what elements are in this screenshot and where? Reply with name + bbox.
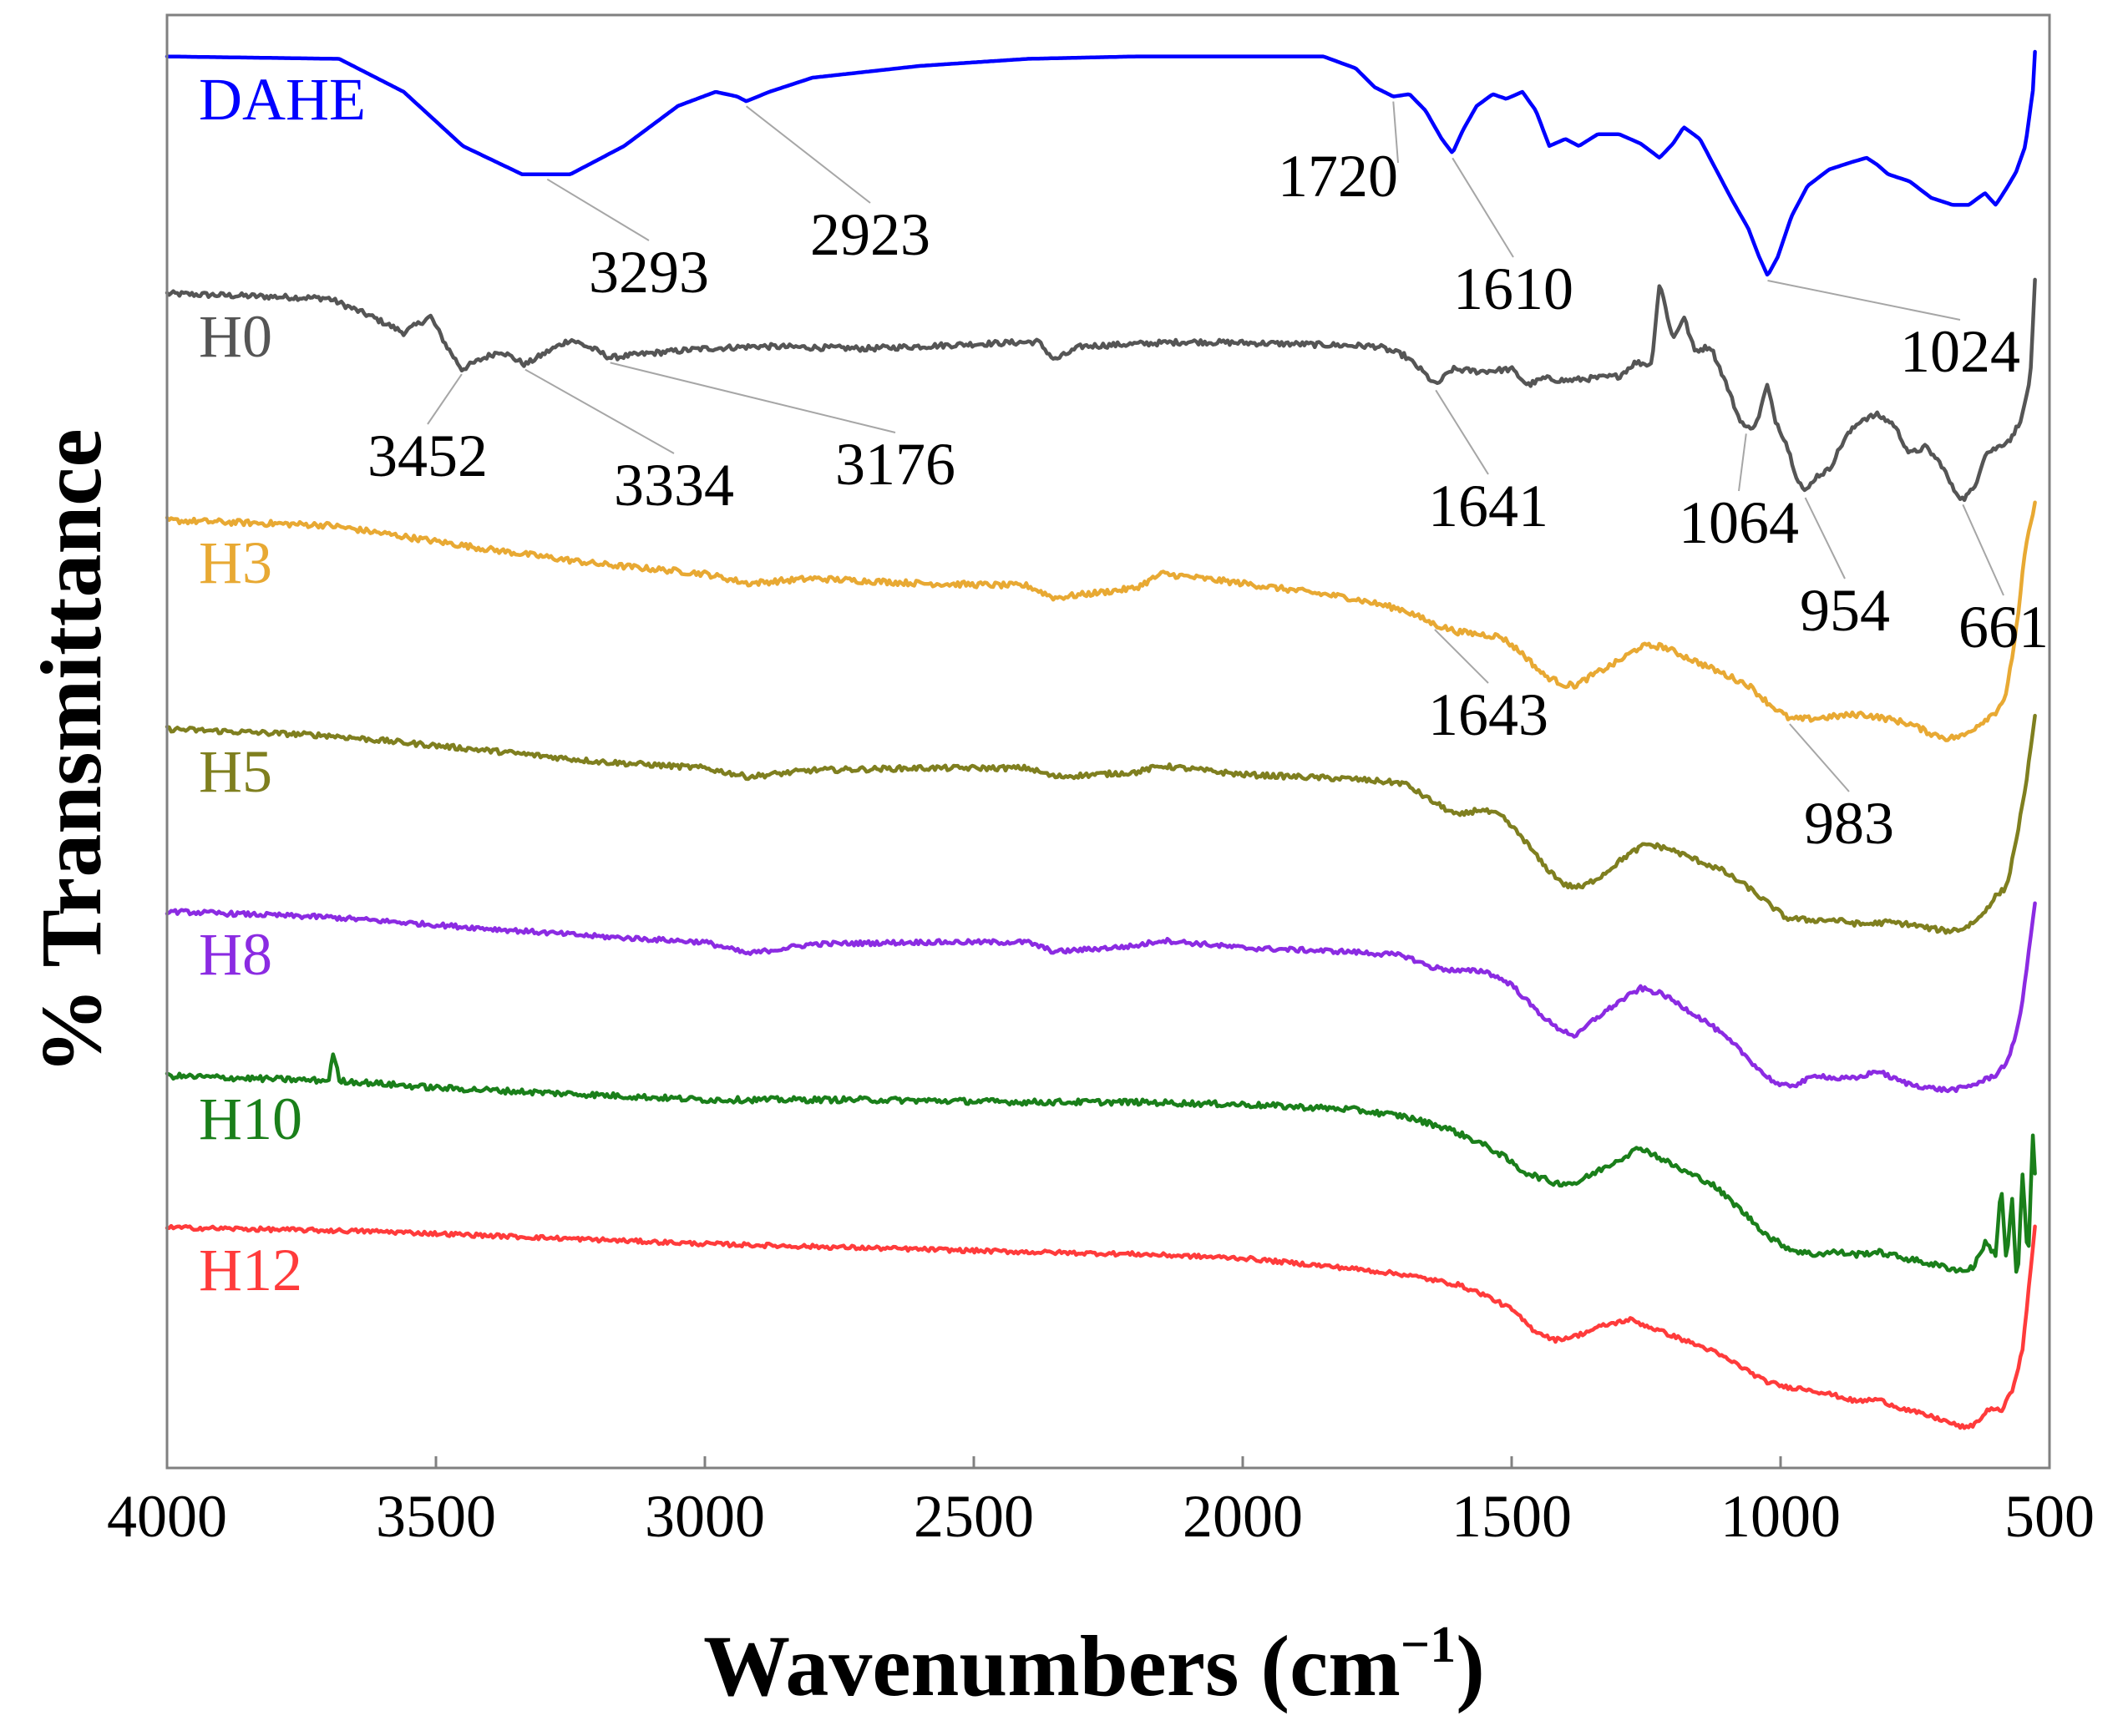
series-labels: DAHE H0 H3 H5 H8 H10 H12 (199, 66, 366, 1303)
peak-label-3293: 3293 (589, 239, 709, 306)
peak-label-3334: 3334 (614, 452, 734, 519)
peak-label-1641: 1641 (1428, 473, 1548, 539)
leader-3176 (610, 362, 896, 433)
series-line-h12 (165, 1223, 2037, 1430)
x-tick-label-3500: 3500 (376, 1483, 496, 1550)
series-label-dahe: DAHE (199, 66, 366, 133)
x-tick-label-1500: 1500 (1452, 1483, 1572, 1550)
series-line-h8 (165, 901, 2037, 1094)
peak-label-1720: 1720 (1278, 143, 1398, 210)
peak-label-2923: 2923 (810, 201, 930, 268)
series-line-h10 (165, 1052, 2037, 1274)
peak-label-3452: 3452 (367, 423, 488, 489)
peak-label-661: 661 (1958, 594, 2049, 660)
x-axis-title-main: Wavenumbers (cm (703, 1618, 1401, 1714)
spectra-layer (165, 49, 2037, 1430)
x-axis-title-superscript: −1 (1401, 1617, 1456, 1673)
leader-1064 (1738, 433, 1747, 492)
x-tick-label-3000: 3000 (645, 1483, 765, 1550)
peak-label-3176: 3176 (835, 431, 955, 498)
leader-lines (427, 101, 2004, 792)
series-line-h3 (165, 500, 2037, 742)
leader-983 (1789, 723, 1850, 792)
peak-label-1024: 1024 (1900, 318, 2020, 385)
x-tick-label-1000: 1000 (1720, 1483, 1841, 1550)
series-label-h3: H3 (199, 529, 272, 596)
leader-1643 (1434, 629, 1489, 684)
y-axis-title: % Transmittance (23, 428, 119, 1074)
leader-3293 (546, 178, 650, 241)
leader-1641 (1435, 389, 1489, 475)
peak-label-1610: 1610 (1453, 256, 1573, 322)
series-label-h10: H10 (199, 1086, 302, 1152)
x-tick-label-4000: 4000 (107, 1483, 227, 1550)
leader-954 (1804, 497, 1846, 580)
leader-1024 (1767, 280, 1961, 321)
leader-1720 (1392, 101, 1399, 164)
x-axis-title-close: ) (1456, 1618, 1485, 1714)
x-axis-title: Wavenumbers (cm−1) (703, 1617, 1485, 1714)
peak-label-1064: 1064 (1679, 489, 1799, 556)
leader-661 (1962, 504, 2004, 596)
x-axis-ticks: 4000 3500 3000 2500 2000 1500 1000 500 (107, 1456, 2095, 1550)
peak-label-983: 983 (1804, 790, 1894, 857)
series-label-h12: H12 (199, 1237, 302, 1303)
leader-1610 (1452, 157, 1514, 258)
peak-labels: 1720 3293 2923 1610 1024 3452 3334 3176 1641 1064… (367, 143, 2049, 857)
plot-frame (165, 13, 2051, 1470)
leader-3334 (524, 368, 675, 454)
x-tick-label-2000: 2000 (1183, 1483, 1303, 1550)
leader-3452 (427, 373, 463, 425)
series-line-h5 (165, 713, 2037, 935)
series-label-h0: H0 (199, 303, 272, 370)
peak-label-1643: 1643 (1428, 681, 1548, 748)
x-tick-label-2500: 2500 (914, 1483, 1034, 1550)
series-line-dahe (165, 49, 2037, 277)
series-line-h0 (165, 277, 2037, 503)
series-label-h8: H8 (199, 921, 272, 988)
series-label-h5: H5 (199, 738, 272, 805)
peak-label-954: 954 (1800, 577, 1890, 644)
leader-2923 (745, 105, 871, 204)
x-tick-label-500: 500 (2004, 1483, 2095, 1550)
